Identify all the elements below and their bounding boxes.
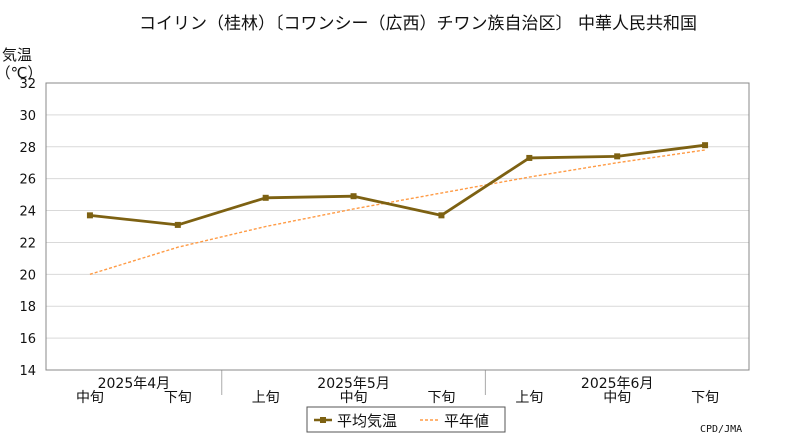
x-tick-label: 下旬 [427,390,455,406]
series-line-avg [89,143,706,227]
y-tick-label: 16 [19,332,36,347]
x-tick-label: 上旬 [252,390,280,406]
y-axis-label: 気温 [2,46,32,64]
data-point-avg [350,193,357,200]
y-axis-unit: （℃） [0,64,42,82]
y-tick-label: 28 [19,141,36,156]
legend-label-avg: 平均気温 [337,412,397,430]
y-tick-label: 26 [19,173,36,188]
x-tick-label: 上旬 [515,390,543,406]
data-point-avg [86,212,93,219]
y-tick-label: 24 [19,205,36,220]
data-point-avg [438,212,445,219]
legend-marker-avg [320,417,326,423]
data-point-avg [174,221,181,228]
x-tick-label: 下旬 [164,390,192,406]
y-tick-label: 14 [19,364,36,379]
data-point-avg [614,153,621,160]
y-tick-label: 22 [19,236,36,251]
chart-title: コイリン（桂林）〔コワンシー（広西）チワン族自治区〕 中華人民共和国 [139,14,697,34]
data-point-avg [526,154,533,161]
y-tick-labels: 14 16 18 20 22 24 26 28 30 32 [19,77,36,379]
y-tick-label: 20 [19,268,36,283]
plot-frame [45,82,750,371]
source-credit: CPD/JMA [700,424,742,435]
legend-label-normal: 平年値 [444,412,489,430]
month-label: 2025年5月 [317,376,390,392]
x-tick-label: 下旬 [691,390,719,406]
legend: 平均気温 平年値 [306,406,506,433]
y-tick-label: 32 [19,77,36,92]
series-line-normal [89,149,706,276]
x-tick-label: 中旬 [76,390,104,406]
legend-box [306,406,506,433]
x-tick-label: 中旬 [603,390,631,406]
x-tick-label: 中旬 [340,390,368,406]
grid-lines [46,114,749,339]
month-label: 2025年6月 [581,376,654,392]
month-label: 2025年4月 [98,376,171,392]
series-layer [86,142,709,276]
plot-area [46,83,749,370]
data-point-avg [702,142,709,149]
data-point-avg [262,194,269,201]
y-tick-label: 18 [19,300,36,315]
y-tick-label: 30 [19,109,36,124]
